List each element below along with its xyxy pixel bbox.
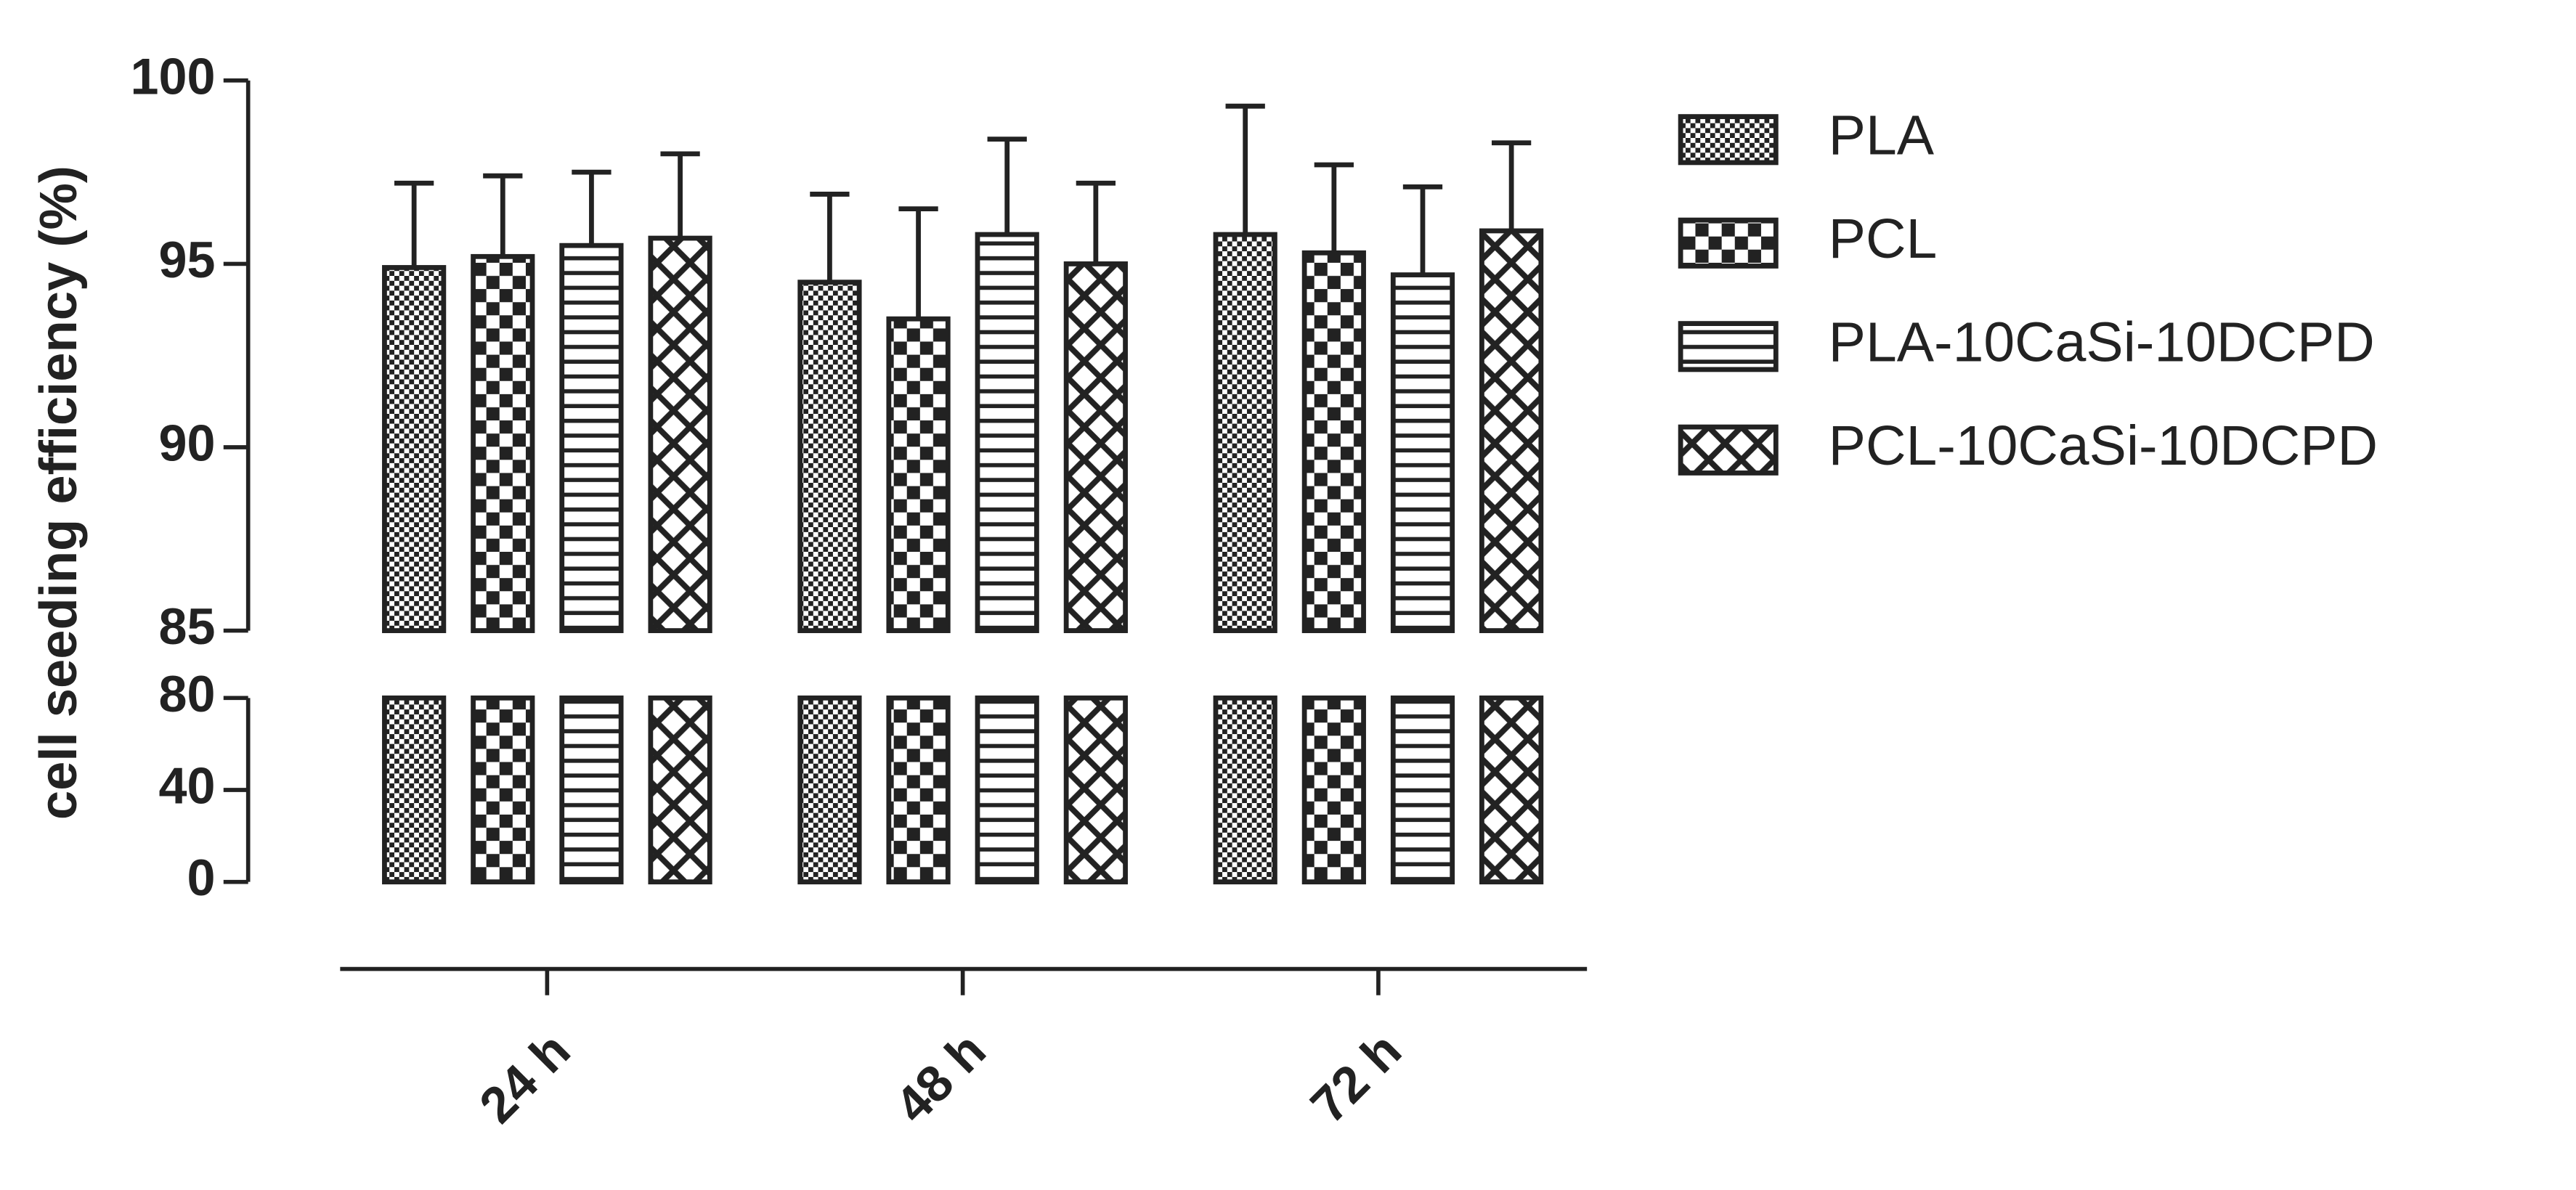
bar — [1213, 232, 1277, 633]
y-tick-label: 40 — [158, 758, 215, 815]
y-tick-label: 85 — [158, 598, 215, 655]
bar — [471, 695, 535, 885]
legend-swatch — [1678, 217, 1779, 269]
bar — [1390, 695, 1455, 885]
bar — [559, 695, 624, 885]
y-tick-label: 95 — [158, 232, 215, 288]
bar — [382, 695, 447, 885]
x-tick-label: 24 h — [468, 1022, 580, 1133]
legend-label: PLA-10CaSi-10DCPD — [1829, 311, 2375, 374]
legend-label: PCL — [1829, 208, 1938, 270]
y-axis-title: cell seeding efficiency (%) — [29, 166, 88, 820]
bar — [1063, 695, 1128, 885]
legend-swatch — [1678, 424, 1779, 476]
bar — [886, 695, 951, 885]
legend-swatch — [1678, 321, 1779, 372]
bar — [382, 265, 447, 633]
bar — [648, 235, 712, 633]
bar — [975, 695, 1039, 885]
bar — [1063, 261, 1128, 633]
bar — [471, 253, 535, 633]
bar — [559, 243, 624, 633]
bar — [1390, 272, 1455, 633]
bar — [797, 280, 862, 633]
bar — [1479, 695, 1544, 885]
bar — [975, 232, 1039, 633]
y-tick-label: 100 — [130, 48, 215, 105]
bar — [886, 316, 951, 633]
bar — [1301, 250, 1366, 633]
y-tick-label: 90 — [158, 415, 215, 472]
x-tick-label: 48 h — [885, 1022, 996, 1133]
bar — [648, 695, 712, 885]
bar — [1301, 695, 1366, 885]
bar — [1213, 695, 1277, 885]
bar — [797, 695, 862, 885]
legend-label: PLA — [1829, 105, 1935, 167]
legend-swatch — [1678, 114, 1779, 166]
y-tick-label: 0 — [187, 849, 215, 906]
legend-label: PCL-10CaSi-10DCPD — [1829, 415, 2378, 477]
x-tick-label: 72 h — [1300, 1022, 1412, 1133]
y-tick-label: 80 — [158, 666, 215, 722]
bar — [1479, 228, 1544, 633]
